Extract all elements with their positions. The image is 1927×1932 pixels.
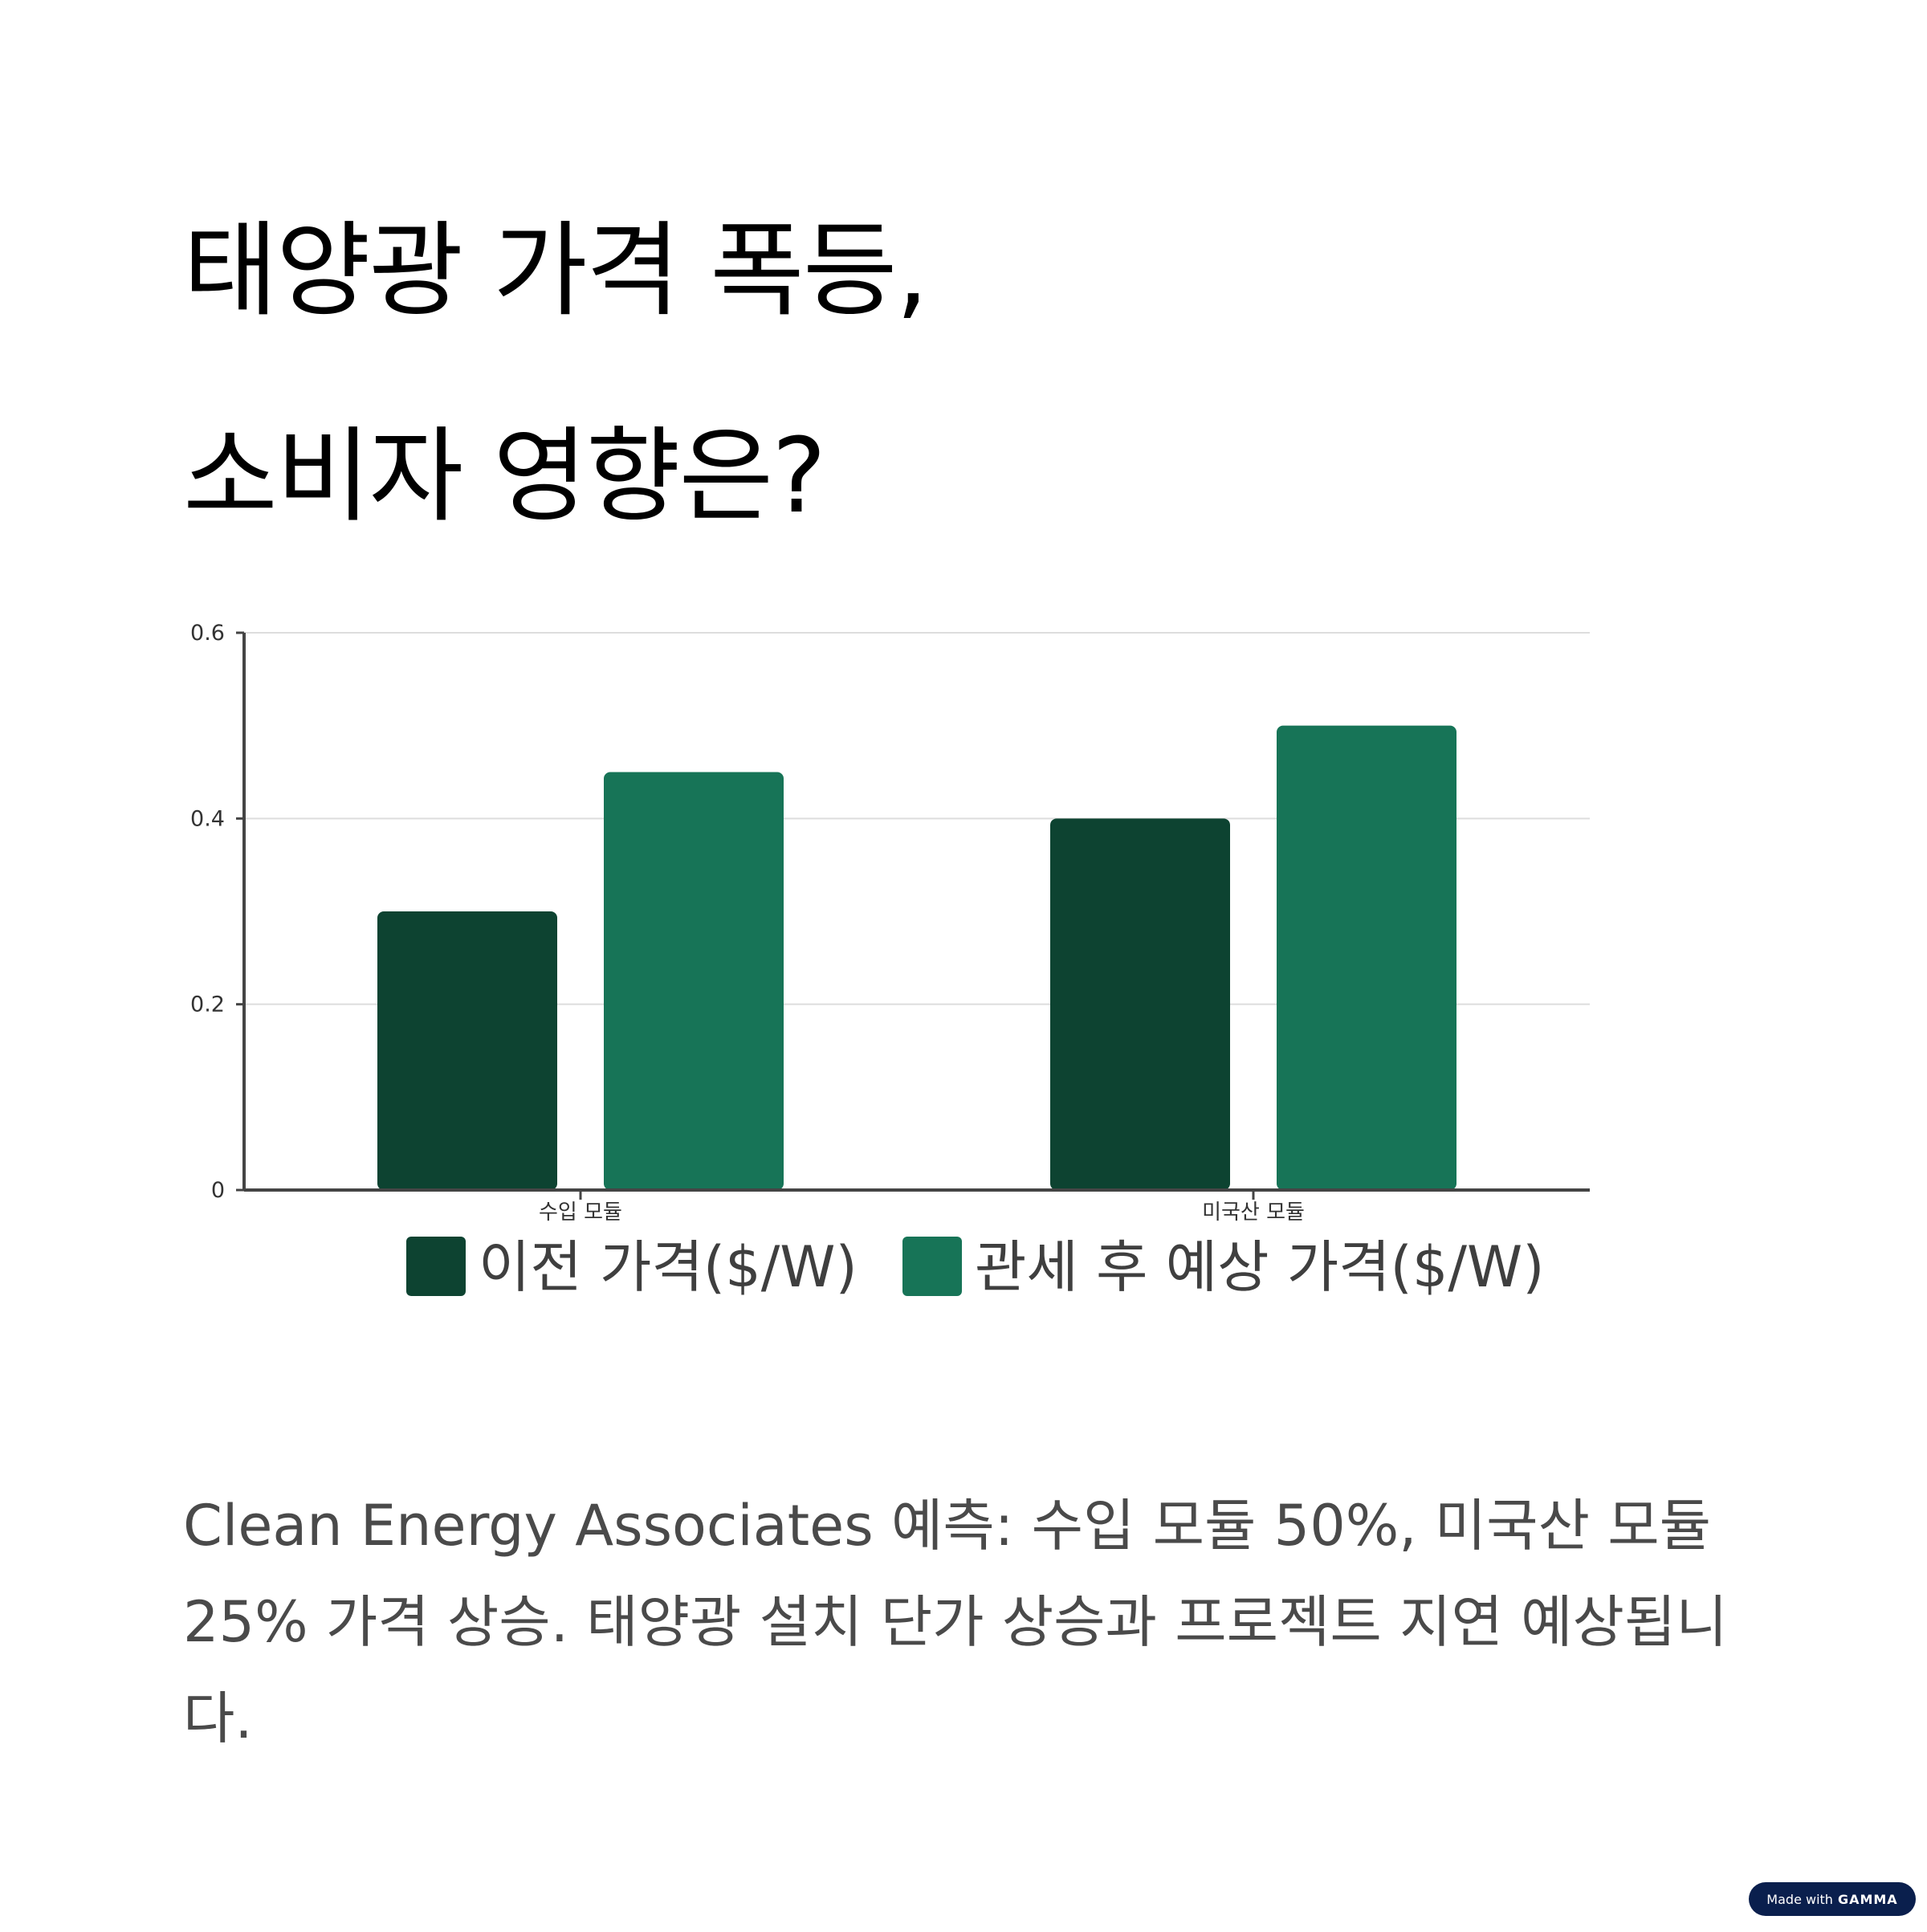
bar-after (1277, 725, 1456, 1190)
y-tick-label: 0.4 (190, 806, 225, 831)
legend-swatch-before (406, 1237, 466, 1296)
title-line-1: 태양광 가격 폭등, (183, 211, 928, 331)
bar-before (1050, 818, 1230, 1190)
y-tick-label: 0.2 (190, 992, 225, 1017)
made-with-gamma-badge[interactable]: Made with GAMMA (1749, 1882, 1916, 1916)
x-tick-label: 수입 모듈 (539, 1200, 622, 1225)
y-tick-label: 0 (211, 1178, 225, 1203)
page-title: 태양광 가격 폭등, 소비자 영향은? (183, 169, 928, 580)
x-tick-label: 미국산 모듈 (1202, 1200, 1305, 1225)
bar-before (377, 911, 557, 1190)
bar-after (604, 772, 784, 1190)
legend-label-after: 관세 후 예상 가격($/W) (975, 1234, 1545, 1300)
description-text: Clean Energy Associates 예측: 수입 모듈 50%, 미… (183, 1493, 1728, 1751)
legend-label-before: 이전 가격($/W) (479, 1234, 858, 1300)
legend-swatch-after (902, 1237, 962, 1296)
y-tick-label: 0.6 (190, 621, 225, 646)
badge-prefix: Made with (1766, 1891, 1833, 1907)
gamma-logo: GAMMA (1837, 1891, 1898, 1907)
title-line-2: 소비자 영향은? (183, 417, 826, 536)
